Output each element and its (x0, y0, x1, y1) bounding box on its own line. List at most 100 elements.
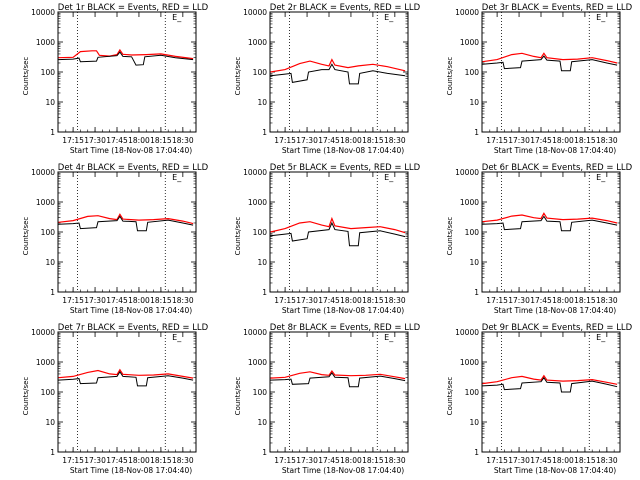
x-tick-label: 18:15 (362, 136, 384, 145)
x-tick-label: 17:30 (84, 136, 106, 145)
series-events-line (270, 372, 406, 388)
y-tick-label: 1 (50, 288, 55, 297)
y-axis-label: Counts/sec (234, 217, 242, 256)
x-tick-label: 17:45 (530, 296, 552, 305)
x-tick-label: 18:30 (384, 296, 406, 305)
x-tick-label: 17:15 (274, 136, 296, 145)
x-tick-label: 18:30 (172, 296, 194, 305)
y-tick-label: 100 (253, 228, 268, 237)
series-lld-line (270, 58, 406, 73)
series-events-line (482, 55, 618, 72)
legend-glyph: E_ (384, 173, 394, 182)
x-tick-label: 17:45 (106, 456, 128, 465)
y-axis-label: Counts/sec (234, 377, 242, 416)
legend-glyph: E_ (596, 13, 606, 22)
y-tick-label: 1 (50, 128, 55, 137)
y-tick-label: 10000 (243, 168, 267, 177)
x-tick-label: 18:15 (150, 136, 172, 145)
x-tick-label: 17:30 (84, 296, 106, 305)
series-lld-line (58, 48, 194, 60)
x-tick-label: 17:30 (508, 136, 530, 145)
x-axis-label: Start Time (18-Nov-08 17:04:40) (282, 466, 404, 475)
y-tick-label: 1000 (460, 358, 479, 367)
x-axis-label: Start Time (18-Nov-08 17:04:40) (282, 146, 404, 155)
x-tick-label: 17:45 (318, 456, 340, 465)
y-axis-label: Counts/sec (22, 57, 30, 96)
detector-plot-6: Det 6r BLACK = Events, RED = LLD 1 10 100 10… (446, 163, 633, 315)
series-events-line (58, 215, 194, 232)
series-events-line (270, 63, 406, 85)
x-tick-label: 17:15 (62, 456, 84, 465)
x-tick-label: 17:30 (296, 136, 318, 145)
series-lld-line (58, 213, 194, 225)
x-tick-label: 18:00 (128, 296, 150, 305)
legend-glyph: E_ (172, 173, 182, 182)
y-axis-label: Counts/sec (446, 57, 454, 96)
y-tick-label: 100 (253, 388, 268, 397)
x-tick-label: 17:45 (318, 136, 340, 145)
x-tick-label: 17:30 (296, 456, 318, 465)
x-tick-label: 18:00 (340, 456, 362, 465)
x-tick-label: 17:30 (508, 296, 530, 305)
x-tick-label: 17:30 (508, 456, 530, 465)
series-lld-line (482, 374, 618, 385)
series-events-line (270, 221, 406, 247)
detector-plot-3: Det 3r BLACK = Events, RED = LLD 1 10 100 10… (446, 3, 633, 155)
x-tick-label: 17:30 (296, 296, 318, 305)
x-tick-label: 18:30 (596, 136, 618, 145)
y-tick-label: 100 (253, 68, 268, 77)
y-tick-label: 10 (469, 98, 479, 107)
series-events-line (58, 51, 194, 66)
plot-title: Det 8r BLACK = Events, RED = LLD (270, 323, 421, 333)
plot-title: Det 4r BLACK = Events, RED = LLD (58, 163, 209, 173)
x-tick-label: 18:15 (150, 296, 172, 305)
plot-frame (269, 171, 409, 293)
y-axis-label: Counts/sec (234, 57, 242, 96)
x-tick-label: 18:15 (574, 296, 596, 305)
x-tick-label: 18:30 (384, 136, 406, 145)
x-tick-label: 18:00 (552, 456, 574, 465)
y-tick-label: 1000 (248, 198, 267, 207)
legend-glyph: E_ (384, 333, 394, 342)
y-tick-label: 10 (257, 418, 267, 427)
y-axis-label: Counts/sec (22, 217, 30, 256)
plot-title: Det 7r BLACK = Events, RED = LLD (58, 323, 209, 333)
plot-frame (269, 11, 409, 133)
x-axis-label: Start Time (18-Nov-08 17:04:40) (282, 306, 404, 315)
plot-title: Det 5r BLACK = Events, RED = LLD (270, 163, 421, 173)
y-tick-label: 1 (474, 288, 479, 297)
x-tick-label: 18:00 (340, 136, 362, 145)
y-tick-label: 10 (469, 258, 479, 267)
x-axis-label: Start Time (18-Nov-08 17:04:40) (70, 146, 192, 155)
detector-plot-9: Det 9r BLACK = Events, RED = LLD 1 10 100 10… (446, 323, 633, 475)
detector-plot-2: Det 2r BLACK = Events, RED = LLD 1 10 100 10… (234, 3, 421, 155)
x-tick-label: 18:30 (596, 296, 618, 305)
y-tick-label: 100 (41, 388, 56, 397)
plot-frame (57, 11, 197, 133)
y-tick-label: 10000 (31, 168, 55, 177)
series-lld-line (270, 216, 406, 234)
y-tick-label: 1000 (36, 38, 55, 47)
x-tick-label: 18:30 (172, 456, 194, 465)
x-tick-label: 17:30 (84, 456, 106, 465)
x-axis-label: Start Time (18-Nov-08 17:04:40) (70, 306, 192, 315)
y-tick-label: 1 (474, 448, 479, 457)
y-tick-label: 1000 (248, 358, 267, 367)
y-tick-label: 10000 (455, 8, 479, 17)
x-tick-label: 18:00 (340, 296, 362, 305)
detector-plot-1: Det 1r BLACK = Events, RED = LLD 1 10 100 10… (22, 3, 209, 155)
legend-glyph: E_ (596, 333, 606, 342)
y-axis-label: Counts/sec (446, 377, 454, 416)
x-axis-label: Start Time (18-Nov-08 17:04:40) (494, 466, 616, 475)
x-tick-label: 18:15 (362, 296, 384, 305)
x-axis-label: Start Time (18-Nov-08 17:04:40) (494, 306, 616, 315)
x-tick-label: 18:15 (150, 456, 172, 465)
y-tick-label: 10 (45, 258, 55, 267)
legend-glyph: E_ (172, 333, 182, 342)
y-tick-label: 100 (41, 228, 56, 237)
y-tick-label: 100 (41, 68, 56, 77)
x-axis-label: Start Time (18-Nov-08 17:04:40) (494, 146, 616, 155)
y-tick-label: 10 (469, 418, 479, 427)
series-lld-line (270, 369, 406, 380)
x-tick-label: 17:45 (530, 136, 552, 145)
